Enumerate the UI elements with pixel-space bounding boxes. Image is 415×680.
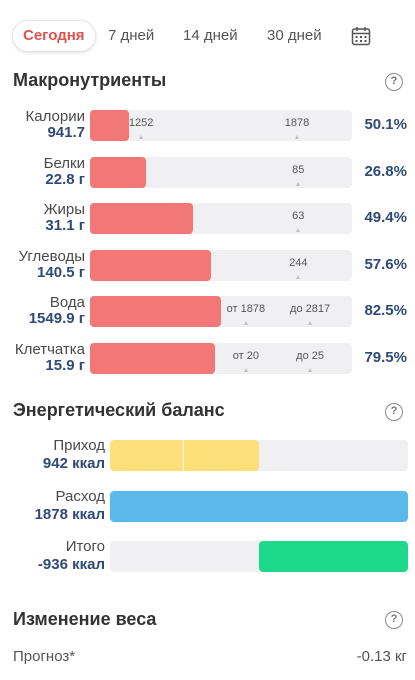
macro-row: Клетчатка 15.9 г от 20 до 25 79.5%	[0, 341, 415, 375]
target-marker-tick	[294, 135, 299, 139]
macro-percent: 50.1%	[364, 116, 407, 133]
target-marker-label: 85	[292, 163, 305, 176]
energy-row: Приход 942 ккал	[0, 437, 415, 472]
macro-value: 941.7	[47, 124, 85, 141]
macro-row: Углеводы 140.5 г 244 57.6%	[0, 248, 415, 282]
macro-row: Жиры 31.1 г 63 49.4%	[0, 201, 415, 235]
macro-percent: 82.5%	[364, 302, 407, 320]
energy-name: Расход	[55, 487, 105, 505]
target-marker-tick	[308, 368, 313, 372]
target-marker-label: до 25	[296, 350, 324, 362]
macro-value: 31.1 г	[45, 217, 85, 235]
period-tabs: Сегодня 7 дней 14 дней 30 дней	[12, 20, 407, 52]
target-marker-label: от 20	[232, 350, 259, 362]
tab-today[interactable]: Сегодня	[12, 20, 96, 52]
energy-value: 1878 ккал	[34, 505, 105, 523]
energy-bar-fill	[110, 490, 408, 522]
target-marker-label: 63	[292, 210, 305, 223]
macro-progress-track: 63	[90, 203, 352, 235]
macro-progress-track: 85	[90, 156, 352, 188]
forecast-value: -0.13 кг	[356, 648, 407, 665]
energy-help-icon[interactable]: ?	[385, 403, 403, 421]
macro-name: Калории	[25, 108, 85, 125]
weight-help-icon[interactable]: ?	[385, 611, 403, 629]
macro-name: Вода	[49, 294, 85, 312]
macro-value: 140.5 г	[37, 263, 85, 281]
target-marker-tick	[139, 135, 144, 139]
macro-row: Калории 941.7 1252 1878 50.1%	[0, 108, 415, 142]
tab-30-days[interactable]: 30 дней	[267, 27, 322, 44]
target-marker-tick	[243, 368, 248, 372]
energy-bar-fill	[259, 541, 408, 572]
target-marker-label: 1252	[128, 117, 154, 129]
macro-progress-fill	[90, 156, 146, 188]
macro-name: Клетчатка	[14, 341, 85, 358]
macro-row: Вода 1549.9 г от 1878 до 2817 82.5%	[0, 294, 415, 328]
energy-bar-track	[110, 490, 408, 522]
macro-progress-fill	[90, 343, 215, 374]
macros-title: Макронутриенты	[13, 70, 167, 90]
calendar-icon[interactable]	[351, 26, 371, 46]
macros-help-icon[interactable]: ?	[385, 73, 403, 91]
macro-progress-track: от 1878 до 2817	[90, 296, 352, 328]
macro-row: Белки 22.8 г 85 26.8%	[0, 155, 415, 189]
energy-bar-track	[110, 541, 408, 572]
macro-name: Жиры	[43, 201, 85, 219]
target-marker-tick	[308, 321, 313, 326]
energy-title: Энергетический баланс	[13, 400, 225, 420]
macro-percent: 57.6%	[364, 255, 407, 273]
macro-percent: 79.5%	[364, 349, 407, 366]
macro-progress-track: 1252 1878	[90, 110, 352, 141]
energy-name: Итого	[65, 538, 105, 555]
macro-value: 1549.9 г	[28, 310, 85, 328]
target-marker-label: 1878	[284, 117, 310, 129]
macro-progress-fill	[90, 110, 129, 141]
target-marker-label: от 1878	[226, 303, 266, 316]
energy-bar-divider	[183, 440, 184, 471]
target-marker-tick	[296, 181, 301, 186]
macro-name: Белки	[43, 154, 85, 172]
macro-name: Углеводы	[18, 247, 85, 265]
macro-progress-track: от 20 до 25	[90, 343, 352, 374]
tab-7-days[interactable]: 7 дней	[108, 27, 155, 44]
target-marker-tick	[296, 274, 301, 279]
energy-bar-fill	[110, 440, 259, 471]
energy-name: Приход	[53, 437, 105, 454]
weight-title: Изменение веса	[13, 609, 157, 629]
tab-14-days[interactable]: 14 дней	[183, 27, 238, 44]
target-marker-tick	[296, 228, 301, 233]
macro-percent: 49.4%	[364, 209, 407, 227]
energy-value: 942 ккал	[42, 455, 105, 472]
energy-row: Расход 1878 ккал	[0, 487, 415, 523]
macro-progress-track: 244	[90, 249, 352, 281]
target-marker-tick	[243, 321, 248, 326]
target-marker-label: 244	[289, 256, 308, 269]
macro-progress-fill	[90, 296, 221, 328]
macro-value: 22.8 г	[45, 170, 85, 188]
macro-value: 15.9 г	[45, 357, 85, 374]
energy-row: Итого -936 ккал	[0, 538, 415, 573]
forecast-label: Прогноз*	[13, 648, 76, 665]
macro-percent: 26.8%	[364, 162, 407, 180]
macro-progress-fill	[90, 249, 211, 281]
target-marker-label: до 2817	[290, 303, 331, 316]
energy-value: -936 ккал	[37, 556, 105, 573]
energy-bar-track	[110, 440, 408, 471]
macro-progress-fill	[90, 203, 193, 235]
